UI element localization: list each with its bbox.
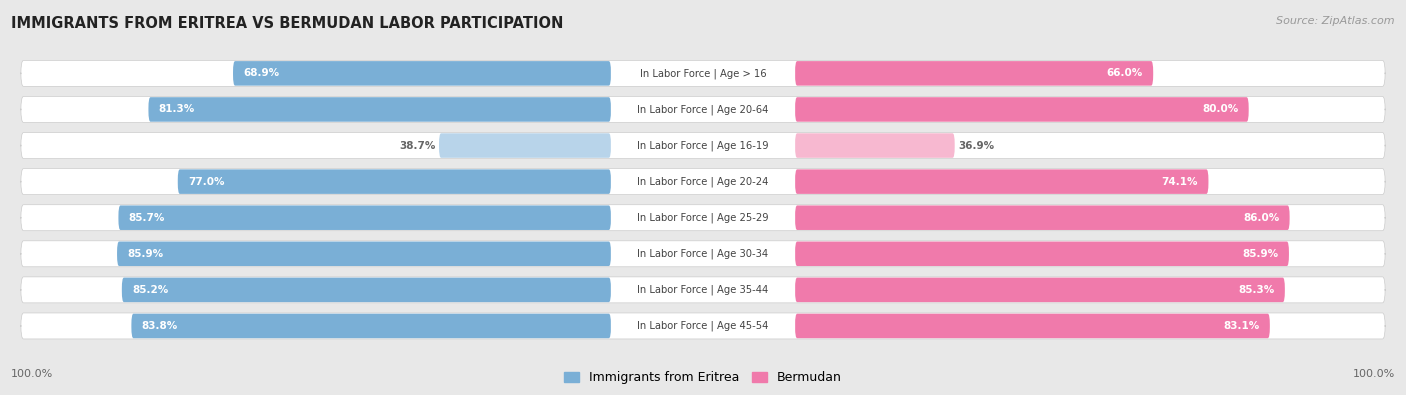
FancyBboxPatch shape: [794, 314, 1270, 338]
FancyBboxPatch shape: [612, 206, 794, 229]
FancyBboxPatch shape: [21, 133, 1385, 158]
Text: In Labor Force | Age 20-24: In Labor Force | Age 20-24: [637, 177, 769, 187]
FancyBboxPatch shape: [21, 96, 1385, 122]
Text: In Labor Force | Age 35-44: In Labor Force | Age 35-44: [637, 285, 769, 295]
Text: 81.3%: 81.3%: [159, 104, 195, 115]
FancyBboxPatch shape: [794, 61, 1153, 86]
FancyBboxPatch shape: [21, 277, 1385, 303]
Text: 66.0%: 66.0%: [1107, 68, 1143, 78]
FancyBboxPatch shape: [794, 133, 955, 158]
Text: In Labor Force | Age 20-64: In Labor Force | Age 20-64: [637, 104, 769, 115]
Text: 100.0%: 100.0%: [11, 369, 53, 379]
FancyBboxPatch shape: [612, 170, 794, 193]
FancyBboxPatch shape: [131, 314, 612, 338]
FancyBboxPatch shape: [177, 169, 612, 194]
FancyBboxPatch shape: [233, 61, 612, 86]
FancyBboxPatch shape: [149, 97, 612, 122]
Text: 85.7%: 85.7%: [129, 213, 165, 223]
Text: 36.9%: 36.9%: [957, 141, 994, 150]
FancyBboxPatch shape: [21, 205, 1385, 231]
FancyBboxPatch shape: [122, 278, 612, 302]
FancyBboxPatch shape: [794, 241, 1289, 266]
Text: In Labor Force | Age 45-54: In Labor Force | Age 45-54: [637, 321, 769, 331]
FancyBboxPatch shape: [117, 241, 612, 266]
Text: 74.1%: 74.1%: [1161, 177, 1198, 186]
Text: In Labor Force | Age 25-29: In Labor Force | Age 25-29: [637, 213, 769, 223]
Text: 100.0%: 100.0%: [1353, 369, 1395, 379]
FancyBboxPatch shape: [118, 205, 612, 230]
FancyBboxPatch shape: [21, 313, 1385, 339]
Text: 83.8%: 83.8%: [142, 321, 179, 331]
FancyBboxPatch shape: [612, 134, 794, 157]
FancyBboxPatch shape: [612, 314, 794, 337]
FancyBboxPatch shape: [612, 98, 794, 121]
Text: 85.9%: 85.9%: [128, 249, 163, 259]
FancyBboxPatch shape: [612, 242, 794, 265]
FancyBboxPatch shape: [794, 169, 1208, 194]
FancyBboxPatch shape: [21, 241, 1385, 267]
Text: IMMIGRANTS FROM ERITREA VS BERMUDAN LABOR PARTICIPATION: IMMIGRANTS FROM ERITREA VS BERMUDAN LABO…: [11, 16, 564, 31]
Text: In Labor Force | Age > 16: In Labor Force | Age > 16: [640, 68, 766, 79]
FancyBboxPatch shape: [439, 133, 612, 158]
Legend: Immigrants from Eritrea, Bermudan: Immigrants from Eritrea, Bermudan: [560, 367, 846, 389]
Text: 85.2%: 85.2%: [132, 285, 169, 295]
Text: 38.7%: 38.7%: [399, 141, 436, 150]
Text: In Labor Force | Age 16-19: In Labor Force | Age 16-19: [637, 140, 769, 151]
Text: 83.1%: 83.1%: [1223, 321, 1260, 331]
FancyBboxPatch shape: [794, 205, 1289, 230]
Text: 85.9%: 85.9%: [1243, 249, 1278, 259]
FancyBboxPatch shape: [794, 278, 1285, 302]
Text: 68.9%: 68.9%: [243, 68, 280, 78]
FancyBboxPatch shape: [21, 169, 1385, 195]
FancyBboxPatch shape: [794, 97, 1249, 122]
Text: 80.0%: 80.0%: [1202, 104, 1239, 115]
Text: In Labor Force | Age 30-34: In Labor Force | Age 30-34: [637, 248, 769, 259]
Text: 86.0%: 86.0%: [1243, 213, 1279, 223]
Text: 77.0%: 77.0%: [188, 177, 225, 186]
Text: 85.3%: 85.3%: [1239, 285, 1275, 295]
Text: Source: ZipAtlas.com: Source: ZipAtlas.com: [1277, 16, 1395, 26]
FancyBboxPatch shape: [21, 60, 1385, 87]
FancyBboxPatch shape: [612, 278, 794, 301]
FancyBboxPatch shape: [612, 62, 794, 85]
